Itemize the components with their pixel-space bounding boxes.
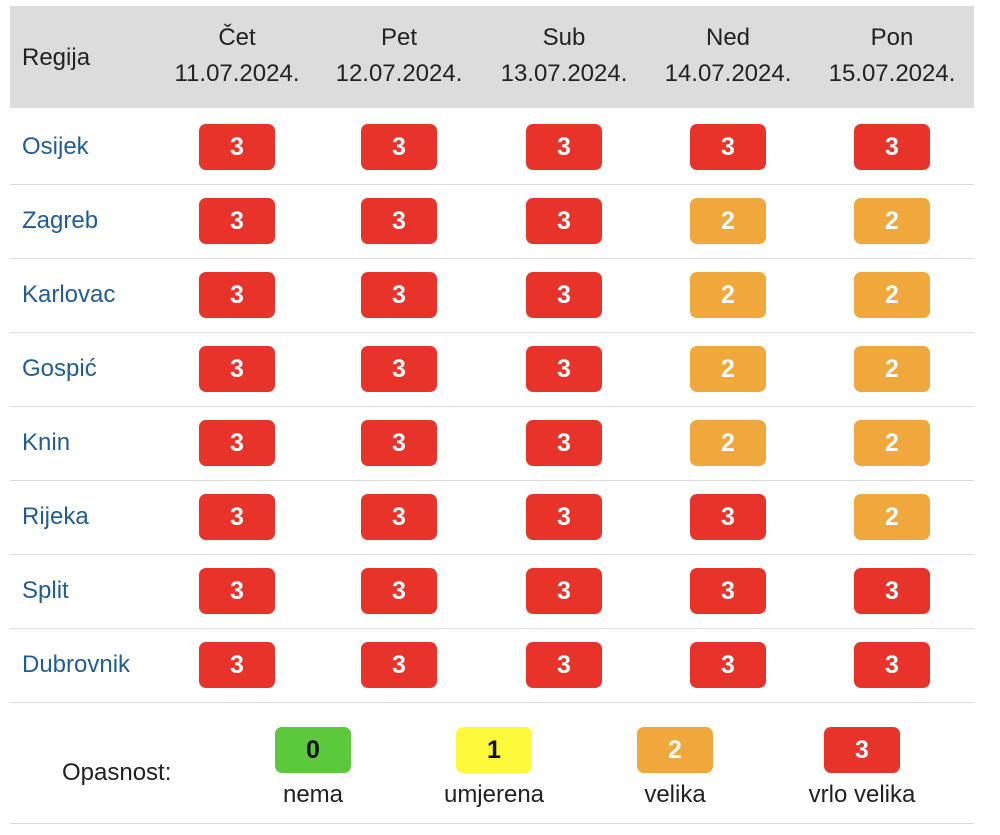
level-badge: 3 [690, 568, 766, 614]
region-link[interactable]: Split [22, 577, 69, 604]
legend-item-1: 1 umjerena [409, 727, 579, 809]
level-badge: 3 [824, 727, 900, 773]
table-row: Gospić 3 3 3 2 2 [10, 332, 974, 407]
table-row: Knin 3 3 3 2 2 [10, 406, 974, 481]
header-day-name: Ned [705, 24, 751, 51]
region-link[interactable]: Zagreb [22, 207, 99, 234]
legend-item-0: 0 nema [228, 727, 398, 809]
level-badge: 3 [690, 642, 766, 688]
level-badge: 3 [361, 124, 437, 170]
header-day-date: 15.07.2024. [828, 60, 956, 87]
header-day-name: Čet [218, 24, 256, 51]
region-link[interactable]: Osijek [22, 133, 89, 160]
legend: Opasnost: 0 nema 1 umjerena 2 velika 3 v… [10, 703, 974, 824]
level-badge: 3 [526, 494, 602, 540]
header-day-name: Sub [542, 24, 586, 51]
level-badge: 3 [199, 346, 275, 392]
table-row: Rijeka 3 3 3 3 2 [10, 480, 974, 555]
header-day-4: Ned 14.07.2024. [643, 20, 813, 92]
header-day-name: Pet [380, 24, 418, 51]
level-badge: 3 [361, 494, 437, 540]
level-badge: 2 [690, 272, 766, 318]
level-badge: 3 [690, 124, 766, 170]
region-link[interactable]: Karlovac [22, 281, 116, 308]
level-badge: 3 [199, 494, 275, 540]
level-badge: 3 [526, 272, 602, 318]
legend-item-2: 2 velika [590, 727, 760, 809]
level-badge: 3 [361, 642, 437, 688]
level-badge: 3 [854, 642, 930, 688]
level-badge: 3 [526, 420, 602, 466]
header-day-date: 12.07.2024. [335, 60, 463, 87]
level-badge: 2 [690, 420, 766, 466]
level-badge: 3 [361, 198, 437, 244]
region-link[interactable]: Gospić [22, 355, 97, 382]
level-badge: 2 [854, 346, 930, 392]
level-badge: 3 [526, 124, 602, 170]
region-link[interactable]: Dubrovnik [22, 651, 131, 678]
level-badge: 3 [361, 568, 437, 614]
level-badge: 3 [199, 198, 275, 244]
header-day-date: 14.07.2024. [664, 60, 792, 87]
legend-label: Opasnost: [62, 759, 172, 786]
level-badge: 3 [690, 494, 766, 540]
header-region-label: Regija [22, 44, 91, 71]
header-day-date: 13.07.2024. [500, 60, 628, 87]
header-day-name: Pon [870, 24, 914, 51]
table-row: Osijek 3 3 3 3 3 [10, 110, 974, 185]
level-badge: 2 [854, 272, 930, 318]
level-badge: 3 [199, 124, 275, 170]
region-link[interactable]: Rijeka [22, 503, 89, 530]
level-badge: 3 [526, 198, 602, 244]
level-badge: 2 [854, 198, 930, 244]
level-badge: 3 [199, 568, 275, 614]
header-day-3: Sub 13.07.2024. [479, 20, 649, 92]
level-badge: 1 [456, 727, 532, 773]
legend-text: umjerena [443, 781, 545, 808]
legend-item-3: 3 vrlo velika [777, 727, 947, 809]
level-badge: 2 [854, 494, 930, 540]
level-badge: 3 [199, 420, 275, 466]
level-badge: 3 [199, 642, 275, 688]
level-badge: 2 [690, 346, 766, 392]
table-row: Split 3 3 3 3 3 [10, 554, 974, 629]
level-badge: 3 [526, 346, 602, 392]
level-badge: 2 [690, 198, 766, 244]
level-badge: 3 [361, 346, 437, 392]
legend-text: nema [282, 781, 344, 808]
level-badge: 3 [526, 642, 602, 688]
level-badge: 3 [854, 124, 930, 170]
header-day-2: Pet 12.07.2024. [314, 20, 484, 92]
header-day-5: Pon 15.07.2024. [807, 20, 977, 92]
legend-text: vrlo velika [808, 781, 916, 808]
table-header: Regija Čet 11.07.2024. Pet 12.07.2024. S… [10, 6, 974, 108]
level-badge: 3 [361, 420, 437, 466]
header-day-1: Čet 11.07.2024. [152, 20, 322, 92]
level-badge: 3 [199, 272, 275, 318]
level-badge: 3 [854, 568, 930, 614]
level-badge: 2 [854, 420, 930, 466]
level-badge: 3 [526, 568, 602, 614]
level-badge: 3 [361, 272, 437, 318]
table-row: Zagreb 3 3 3 2 2 [10, 184, 974, 259]
region-link[interactable]: Knin [22, 429, 71, 456]
header-day-date: 11.07.2024. [174, 60, 300, 87]
level-badge: 2 [637, 727, 713, 773]
level-badge: 0 [275, 727, 351, 773]
table-row: Karlovac 3 3 3 2 2 [10, 258, 974, 333]
legend-text: velika [644, 781, 706, 808]
table-row: Dubrovnik 3 3 3 3 3 [10, 628, 974, 703]
